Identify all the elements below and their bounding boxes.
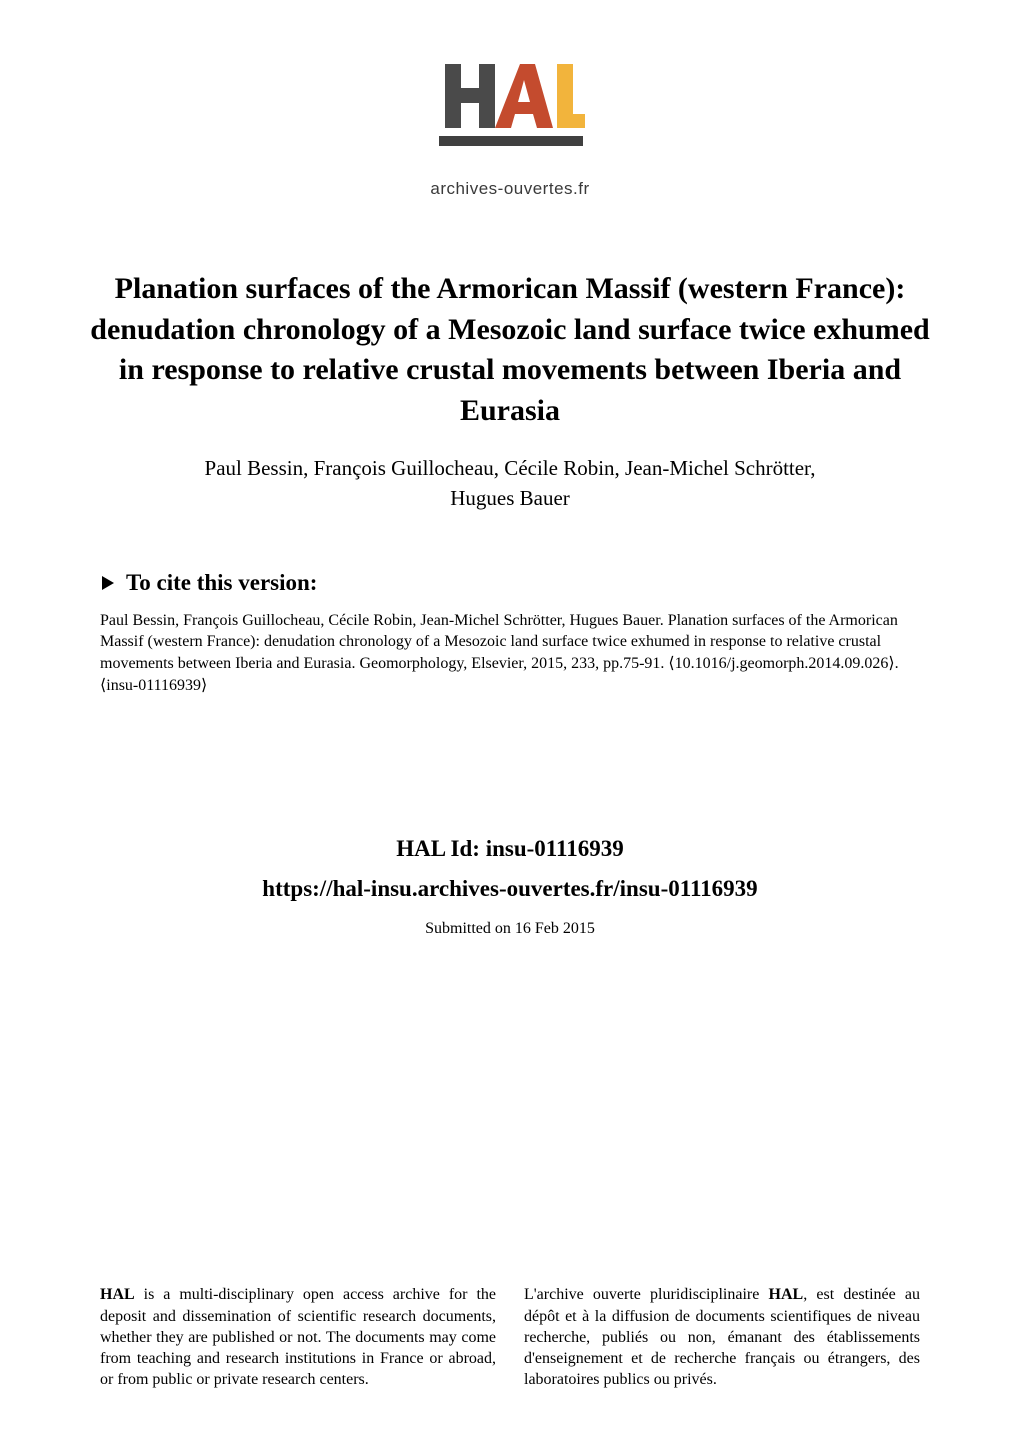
- hal-id: HAL Id: insu-01116939: [0, 836, 1020, 862]
- cite-header-text: To cite this version:: [126, 570, 317, 596]
- column-left: HAL is a multi-disciplinary open access …: [100, 1284, 496, 1390]
- authors: Paul Bessin, François Guillocheau, Cécil…: [90, 453, 930, 514]
- hal-logo-block: archives-ouvertes.fr: [0, 0, 1020, 199]
- col-right-pre: L'archive ouverte pluridisciplinaire: [524, 1286, 769, 1303]
- hal-id-block: HAL Id: insu-01116939 https://hal-insu.a…: [0, 836, 1020, 938]
- column-right: L'archive ouverte pluridisciplinaire HAL…: [524, 1284, 920, 1390]
- cite-header: To cite this version:: [0, 570, 1020, 596]
- triangle-right-icon: [100, 575, 116, 591]
- paper-title: Planation surfaces of the Armorican Mass…: [90, 269, 930, 431]
- hal-acronym-right: HAL: [769, 1286, 804, 1303]
- col-left-body: is a multi-disciplinary open access arch…: [100, 1286, 496, 1387]
- authors-line-2: Hugues Bauer: [450, 486, 570, 510]
- citation-text: Paul Bessin, François Guillocheau, Cécil…: [0, 610, 1020, 696]
- title-block: Planation surfaces of the Armorican Mass…: [0, 269, 1020, 514]
- submitted-date: Submitted on 16 Feb 2015: [0, 920, 1020, 938]
- hal-url[interactable]: https://hal-insu.archives-ouvertes.fr/in…: [0, 876, 1020, 902]
- hal-acronym: HAL: [100, 1286, 135, 1303]
- authors-line-1: Paul Bessin, François Guillocheau, Cécil…: [205, 456, 816, 480]
- logo-caption: archives-ouvertes.fr: [0, 179, 1020, 199]
- description-columns: HAL is a multi-disciplinary open access …: [100, 1284, 920, 1390]
- hal-logo-icon: [435, 58, 585, 168]
